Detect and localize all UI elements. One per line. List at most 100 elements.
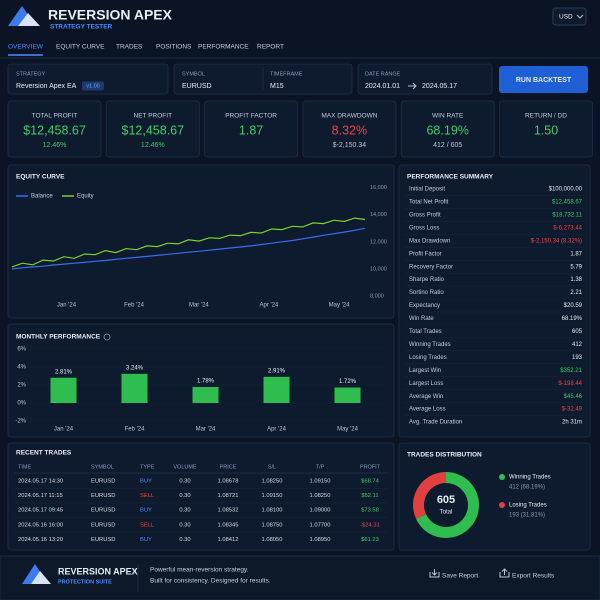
series-line [11, 227, 366, 270]
trade-cell: EURUSD [91, 508, 115, 514]
kpi-sub: 12.46% [141, 142, 165, 149]
summary-value: $-6,273.44 [553, 225, 582, 231]
app-subtitle: STRATEGY TESTER [50, 24, 113, 31]
tab[interactable]: OVERVIEW [8, 44, 44, 51]
summary-label: Sortino Ratio [409, 290, 444, 296]
trade-cell: 2024.05.17 09:45 [18, 508, 63, 514]
kpi-card [105, 100, 200, 158]
bar [121, 373, 148, 403]
summary-label: Largest Loss [409, 381, 443, 387]
trade-cell: 2024.05.17 14:30 [18, 479, 63, 485]
label: STRATEGY [16, 71, 46, 77]
summary-value: 5.79 [570, 264, 582, 270]
tab[interactable]: REPORT [257, 44, 284, 51]
panel-title: PERFORMANCE SUMMARY [407, 174, 494, 181]
save-report[interactable]: Save Report [442, 573, 478, 580]
value-label: 2.81% [55, 369, 73, 375]
summary-label: Average Loss [409, 407, 446, 413]
label: M15 [270, 83, 284, 90]
summary-label: Gross Profit [409, 212, 441, 218]
kpi-card [204, 100, 299, 158]
kpi-value: 1.50 [534, 123, 558, 137]
trade-cell: 1.09000 [310, 508, 331, 514]
trade-cell: 1.09150 [310, 479, 331, 485]
chart-title: MONTHLY PERFORMANCE [16, 334, 101, 341]
trade-cell: BUY [140, 537, 152, 543]
legend-label: Equity [77, 194, 94, 200]
trade-cell: 0.30 [179, 537, 190, 543]
trade-cell: $61.23 [361, 537, 379, 543]
save-icon[interactable] [429, 569, 440, 578]
summary-value: $-198.44 [558, 381, 582, 387]
panel-title: RECENT TRADES [16, 450, 72, 457]
x-tick-label: Mar '24 [189, 303, 209, 309]
kpi-value: $12,458.67 [23, 123, 86, 137]
summary-value: 1.38 [570, 277, 582, 283]
trade-cell: -$24.31 [360, 522, 380, 528]
export-icon[interactable] [499, 568, 510, 578]
trade-cell: 1.08721 [218, 493, 239, 499]
footer [0, 555, 600, 600]
monthly-card [7, 323, 395, 438]
label: 2024.01.01 [365, 83, 400, 90]
column-header: VOLUME [173, 464, 197, 470]
export-results[interactable]: Export Results [512, 573, 555, 580]
summary-label: Winning Trades [409, 342, 451, 348]
tab[interactable]: POSITIONS [156, 44, 192, 51]
tab[interactable]: EQUITY CURVE [56, 44, 105, 51]
summary-label: Profit Factor [409, 251, 442, 257]
logo [8, 6, 40, 26]
trade-cell: 1.07700 [310, 522, 331, 528]
summary-value: $18,732.11 [552, 212, 582, 218]
trade-cell: EURUSD [91, 479, 115, 485]
trade-cell: BUY [140, 479, 152, 485]
trade-cell: 1.08750 [262, 522, 283, 528]
trade-cell: $73.58 [361, 508, 379, 514]
kpi-value: 1.87 [239, 123, 263, 137]
summary-value: $45.46 [564, 394, 583, 400]
footer-title: REVERSION APEX [58, 566, 138, 576]
value-label: 1.72% [339, 379, 357, 385]
x-tick-label: Mar '24 [196, 427, 216, 433]
summary-value: 193 [572, 355, 583, 361]
column-header: TYPE [140, 464, 155, 470]
column-header: S/L [268, 464, 276, 470]
summary-card [398, 164, 591, 438]
currency[interactable]: USD [559, 14, 573, 21]
trade-cell: 1.08250 [262, 479, 283, 485]
summary-label: Expectancy [409, 303, 440, 309]
date-card [357, 63, 493, 95]
footer-subtitle: PROTECTION SUITE [58, 579, 112, 585]
trade-cell: 1.08345 [218, 522, 239, 528]
run-button[interactable] [499, 66, 588, 93]
currency-select[interactable] [552, 7, 587, 26]
series-line [11, 217, 366, 268]
trade-cell: 2024.05.17 11:15 [18, 493, 63, 499]
tab[interactable]: PERFORMANCE [198, 44, 249, 51]
column-header: T/P [316, 464, 325, 470]
trade-cell: BUY [140, 508, 152, 514]
trade-cell: 1.08050 [262, 537, 283, 543]
label: Reversion Apex EA [16, 83, 77, 90]
y-tick-label: 8,000 [370, 293, 384, 299]
tab[interactable]: TRADES [116, 44, 143, 51]
y-tick-label: 10,000 [370, 266, 387, 272]
y-tick-label: -2% [15, 419, 26, 425]
column-header: PROFIT [360, 464, 381, 470]
y-tick-label: 6% [17, 347, 26, 353]
summary-label: Total Net Profit [409, 200, 449, 206]
summary-value: 1.87 [570, 251, 582, 257]
y-tick-label: 12,000 [370, 239, 387, 245]
legend-swatch [499, 474, 505, 480]
trade-cell: $68.74 [361, 479, 380, 485]
legend-label: Balance [31, 194, 53, 200]
column-header: SYMBOL [91, 464, 114, 470]
kpi-value: 8.32% [332, 123, 367, 137]
summary-label: Recovery Factor [409, 264, 453, 270]
y-tick-label: 16,000 [370, 185, 387, 191]
y-tick-label: 4% [17, 365, 26, 371]
trade-cell: SELL [140, 493, 155, 499]
kpi-label: PROFIT FACTOR [225, 113, 277, 120]
run-button-label[interactable]: RUN BACKTEST [516, 77, 572, 84]
